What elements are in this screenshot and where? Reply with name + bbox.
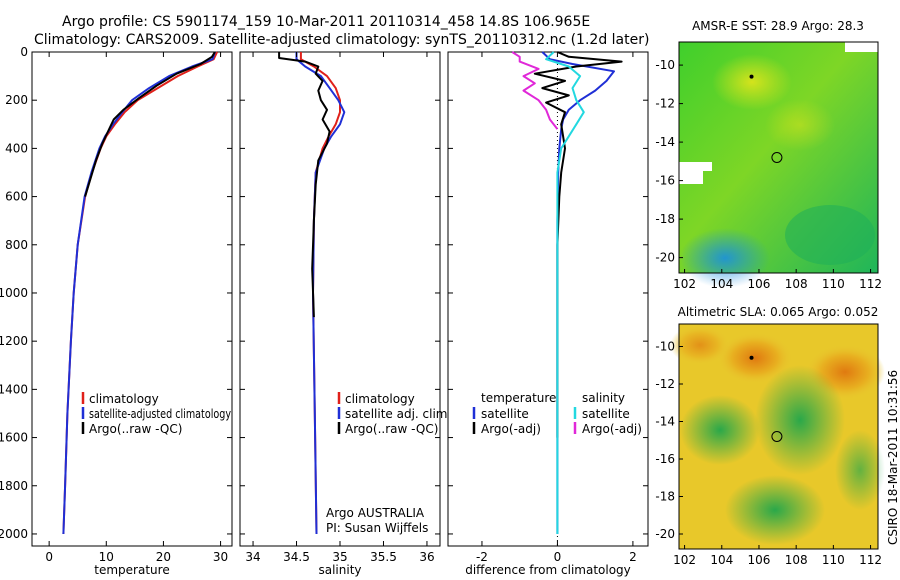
header-line2: Climatology: CARS2009. Satellite-adjuste… [34,32,649,48]
map-x-tick-label: 110 [822,277,845,291]
difference-axes-frame [447,51,649,547]
y-tick-label: 600 [5,190,28,204]
map-y-tick-label: -16 [655,452,675,466]
map-x-tick-label: 112 [859,553,882,567]
map-x-tick-label: 104 [710,553,733,567]
series-line-satellite [295,52,346,535]
x-tick-label: 0 [45,550,53,564]
y-tick-label: 200 [5,93,28,107]
sst-field [679,42,878,288]
series-line-salinity_argo [511,51,559,130]
sla-map-frame [678,323,879,550]
point-marker [749,74,754,79]
map-y-tick-label: -10 [655,58,675,72]
legend-satellite: satellite-adjusted climatology [89,407,231,421]
sla-field [670,324,885,549]
map-x-tick-label: 110 [822,553,845,567]
x-tick-label: 34.5 [283,550,310,564]
header-line1: Argo profile: CS 5901174_159 10-Mar-2011… [62,14,590,30]
y-tick-label: 1400 [0,382,28,396]
side-label: CSIRO 18-Mar-2011 10:31:56 [886,370,900,545]
x-tick-label: -2 [476,550,488,564]
x-tick-label: 30 [213,550,228,564]
y-tick-label: 2000 [0,527,28,541]
y-tick-label: 400 [5,141,28,155]
y-tick-label: 1200 [0,334,28,348]
legend-temp-argo: Argo(-adj) [481,422,541,436]
legend-salinity-heading: salinity [582,391,625,405]
x-tick-label: 34 [245,550,260,564]
legend-sal-argo: Argo(-adj) [582,422,642,436]
sla-map: Altimetric SLA: 0.065 Argo: 0.052 102 104… [655,305,885,567]
point-marker [749,355,754,360]
map-x-tick-label: 104 [710,277,733,291]
salinity-axes-frame [239,51,441,547]
map-y-tick-label: -20 [655,527,675,541]
x-tick-label: 35 [332,550,347,564]
map-x-tick-label: 112 [859,277,882,291]
difference-xlabel: difference from climatology [465,563,631,577]
x-tick-label: 10 [99,550,114,564]
map-x-tick-label: 108 [785,553,808,567]
map-x-tick-label: 102 [673,553,696,567]
legend-climatology: climatology [345,392,415,406]
legend-climatology: climatology [89,392,159,406]
legend-argo: Argo(..raw -QC) [89,422,182,436]
map-x-tick-label: 102 [673,277,696,291]
x-tick-label: 0 [554,550,562,564]
sst-map: AMSR-E SST: 28.9 Argo: 28.3 102 104 106 108… [655,19,882,291]
y-tick-label: 1800 [0,479,28,493]
annotation-line1: Argo AUSTRALIA [326,506,425,520]
salinity-legend: climatology satellite adj. clim. Argo(..… [337,392,451,436]
salinity-xlabel: salinity [318,563,361,577]
series-line-argo [84,51,216,197]
temperature-panel: 0 10 20 30 0 200 400 600 800 1000 1200 1400 1600 1800… [0,45,233,577]
x-tick-label: 2 [629,550,637,564]
map-y-tick-label: -10 [655,340,675,354]
sst-map-title: AMSR-E SST: 28.9 Argo: 28.3 [692,19,864,33]
map-y-tick-label: -18 [655,212,675,226]
y-tick-label: 0 [20,45,28,59]
map-y-tick-label: -14 [655,415,675,429]
x-tick-label: 36 [419,550,434,564]
legend-satellite: satellite adj. clim. [345,407,451,421]
legend-temp-satellite: satellite [481,407,529,421]
map-y-tick-label: -12 [655,377,675,391]
y-tick-label: 800 [5,238,28,252]
series-line-argo [278,52,331,318]
legend-sal-satellite: satellite [582,407,630,421]
difference-legend-temperature: temperature satellite Argo(-adj) [472,391,556,436]
difference-legend-salinity: salinity satellite Argo(-adj) [573,391,642,436]
temperature-axes-frame [31,51,233,547]
y-tick-label: 1000 [0,286,28,300]
x-tick-label: 35.5 [370,550,397,564]
series-line-salinity_sat [545,51,585,534]
legend-temperature-heading: temperature [481,391,556,405]
map-x-tick-label: 108 [785,277,808,291]
y-tick-label: 1600 [0,431,28,445]
difference-panel: -2 0 2 difference from climatology tempera… [447,51,649,577]
map-y-tick-label: -14 [655,135,675,149]
salinity-panel: 34 34.5 35 35.5 36 salinity climatology sate… [239,51,451,577]
map-x-tick-label: 106 [748,553,771,567]
temperature-legend: climatology satellite-adjusted climatolo… [81,392,231,436]
map-x-tick-label: 106 [748,277,771,291]
map-y-tick-label: -18 [655,490,675,504]
map-y-tick-label: -12 [655,97,675,111]
temperature-xlabel: temperature [94,563,169,577]
sla-map-title: Altimetric SLA: 0.065 Argo: 0.052 [678,305,879,319]
map-y-tick-label: -20 [655,251,675,265]
sst-map-frame [678,41,879,274]
argo-position-marker [771,152,783,163]
argo-position-marker [771,431,783,442]
annotation-line2: PI: Susan Wijffels [326,521,428,535]
x-tick-label: 20 [156,550,171,564]
map-y-tick-label: -16 [655,174,675,188]
legend-argo: Argo(..raw -QC) [345,422,438,436]
